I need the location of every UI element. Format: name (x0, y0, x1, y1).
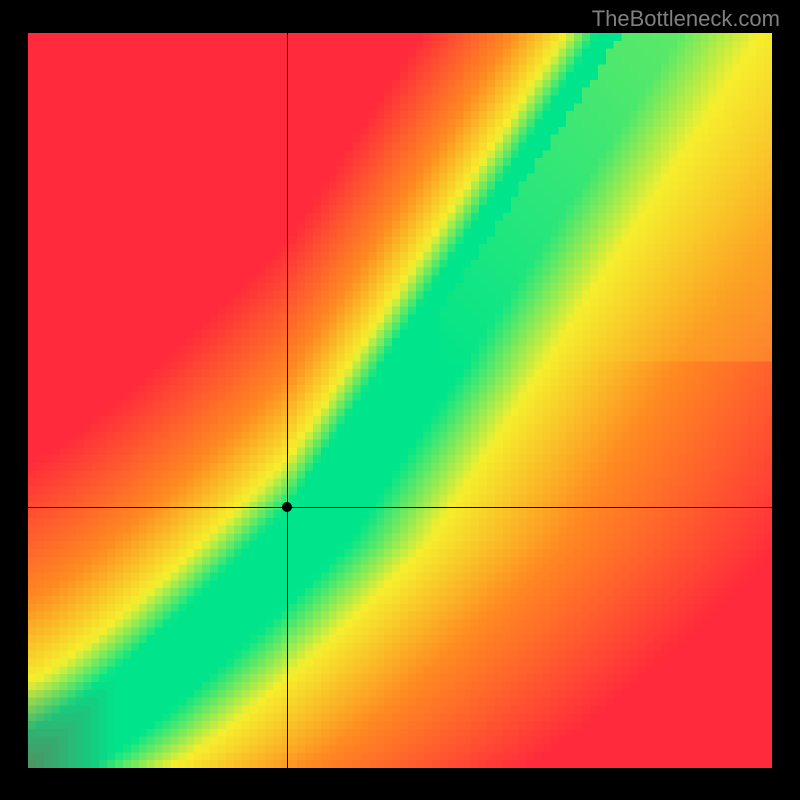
heatmap-plot (28, 33, 772, 768)
crosshair-vertical (287, 33, 288, 768)
watermark-text: TheBottleneck.com (592, 6, 780, 32)
crosshair-horizontal (28, 507, 772, 508)
crosshair-marker (282, 502, 292, 512)
heatmap-canvas (28, 33, 772, 768)
